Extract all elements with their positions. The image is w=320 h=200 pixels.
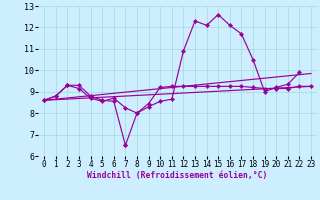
- X-axis label: Windchill (Refroidissement éolien,°C): Windchill (Refroidissement éolien,°C): [87, 171, 268, 180]
